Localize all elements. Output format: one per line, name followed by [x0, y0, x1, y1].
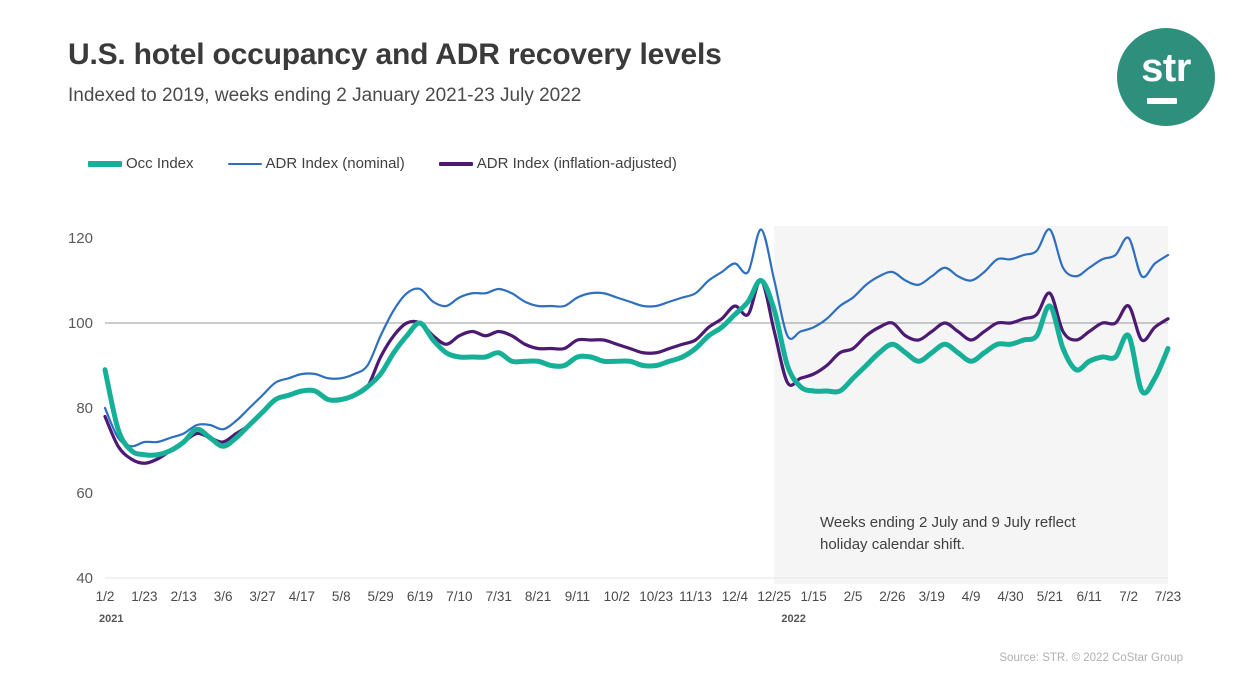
legend-label: ADR Index (nominal) — [265, 155, 405, 172]
axis-year-2021: 2021 — [99, 613, 123, 625]
x-axis-tick-label: 12/4 — [722, 589, 749, 604]
series-line-adr-index-nominal — [103, 228, 1170, 448]
y-axis-tick-label: 60 — [76, 485, 93, 502]
x-axis-tick-label: 6/11 — [1077, 589, 1102, 604]
annotation-line-2: holiday calendar shift. — [820, 536, 965, 553]
y-axis-labels: 40 60 80 100 120 — [68, 230, 93, 587]
annotation-line-1: Weeks ending 2 July and 9 July reflect — [820, 514, 1077, 531]
legend-swatch-icon — [438, 161, 473, 166]
x-axis-tick-label: 10/2 — [604, 589, 630, 604]
x-axis-tick-label: 5/8 — [332, 589, 351, 604]
y-axis-tick-label: 80 — [76, 400, 93, 417]
chart-series-lines — [102, 228, 1171, 465]
x-axis-tick-label: 1/2 — [96, 589, 115, 604]
chart-annotation: Weeks ending 2 July and 9 July reflect h… — [820, 514, 1077, 553]
y-axis-tick-label: 120 — [68, 230, 93, 247]
x-axis-tick-label: 5/21 — [1037, 589, 1063, 604]
x-axis-tick-label: 3/19 — [919, 589, 945, 604]
y-axis-tick-label: 100 — [68, 315, 93, 332]
source-note: Source: STR. © 2022 CoStar Group — [999, 652, 1183, 664]
legend-label: Occ Index — [126, 155, 194, 172]
x-axis-tick-label: 10/23 — [639, 589, 673, 604]
x-axis-tick-label: 11/13 — [679, 589, 712, 604]
x-axis-tick-label: 4/9 — [962, 589, 981, 604]
legend-item-adr-nominal[interactable]: ADR Index (nominal) — [227, 155, 405, 172]
x-axis-tick-label: 3/6 — [214, 589, 233, 604]
legend-swatch-icon — [227, 162, 262, 165]
str-logo-text: str — [1141, 46, 1191, 90]
x-axis-tick-label: 6/19 — [407, 589, 433, 604]
x-axis-tick-label: 5/29 — [367, 589, 393, 604]
x-axis-tick-label: 3/27 — [249, 589, 275, 604]
x-axis-tick-label: 1/15 — [801, 589, 827, 604]
x-axis-tick-label: 4/30 — [997, 589, 1023, 604]
str-logo-underline — [1147, 98, 1177, 104]
x-axis-tick-label: 2/26 — [879, 589, 905, 604]
x-axis-tick-label: 7/31 — [486, 589, 512, 604]
x-axis-tick-label: 12/25 — [757, 589, 791, 604]
page-subtitle: Indexed to 2019, weeks ending 2 January … — [68, 85, 582, 106]
x-axis-tick-label: 7/10 — [446, 589, 472, 604]
shaded-region-2022 — [774, 226, 1168, 584]
x-axis-tick-label: 2/5 — [844, 589, 863, 604]
legend-label: ADR Index (inflation-adjusted) — [476, 155, 677, 172]
axis-year-2022: 2022 — [781, 613, 805, 625]
x-axis-year-labels: 2021 2022 — [99, 613, 806, 625]
chart-gridlines — [105, 322, 1168, 579]
y-axis-tick-label: 40 — [76, 570, 93, 587]
x-axis-tick-label: 7/2 — [1119, 589, 1138, 604]
x-axis-tick-label: 7/23 — [1155, 589, 1181, 604]
series-line-occ-index — [102, 278, 1171, 458]
legend-swatch-icon — [88, 160, 122, 167]
x-axis-tick-label: 8/21 — [525, 589, 551, 604]
x-axis-tick-label: 9/11 — [565, 589, 590, 604]
x-axis-labels: 1/2 1/23 2/13 3/6 3/27 4/17 5/8 5/29 6/19 7/10 7/3… — [96, 589, 1182, 604]
str-logo: str — [1117, 28, 1215, 126]
x-axis-tick-label: 1/23 — [131, 589, 157, 604]
x-axis-tick-label: 2/13 — [171, 589, 197, 604]
legend-item-adr-inflation-adjusted[interactable]: ADR Index (inflation-adjusted) — [438, 155, 677, 172]
legend-item-occ-index[interactable]: Occ Index — [88, 155, 194, 172]
x-axis-tick-label: 4/17 — [289, 589, 315, 604]
chart-legend: Occ Index ADR Index (nominal) ADR Index … — [88, 155, 677, 172]
page-title: U.S. hotel occupancy and ADR recovery le… — [68, 38, 722, 71]
